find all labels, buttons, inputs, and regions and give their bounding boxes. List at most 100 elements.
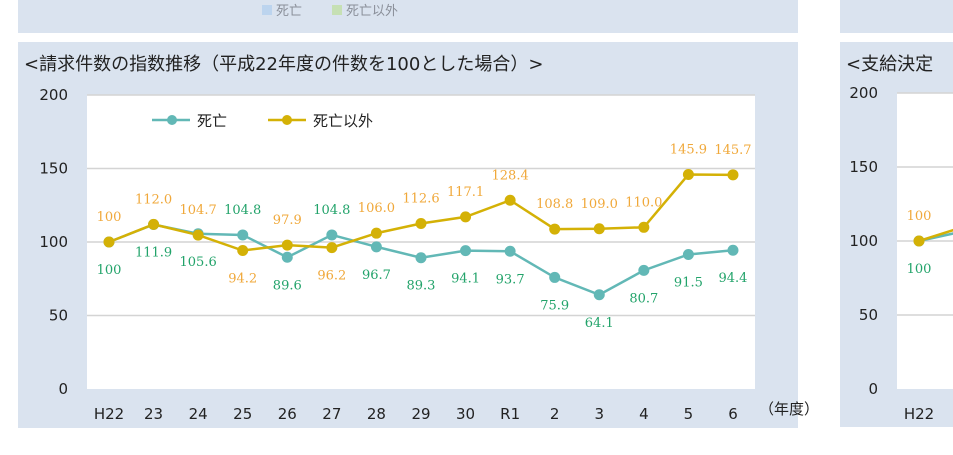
data-label: 93.7: [496, 272, 525, 287]
data-point: [913, 235, 925, 247]
data-point: [237, 245, 249, 257]
x-tick-label: 26: [278, 405, 297, 423]
y-tick-label: 100: [39, 233, 68, 251]
data-label: 112.0: [135, 192, 172, 207]
data-point: [281, 239, 293, 251]
data-point: [192, 229, 204, 241]
data-label: 64.1: [585, 316, 614, 331]
x-tick-label: 28: [367, 405, 386, 423]
data-label: 145.7: [714, 143, 751, 158]
data-label: 109.0: [581, 197, 618, 212]
data-point: [727, 244, 739, 256]
x-tick-label: H22: [94, 405, 124, 423]
data-point: [326, 242, 338, 254]
data-label: 104.8: [313, 203, 350, 218]
data-point: [727, 169, 739, 181]
y-tick-label: 200: [849, 84, 878, 102]
x-tick-label: 6: [728, 405, 738, 423]
data-label: 106.0: [358, 201, 395, 216]
series-line: [918, 228, 953, 243]
data-label: 145.9: [670, 143, 707, 158]
x-tick-label: 23: [144, 405, 163, 423]
data-label: 111.9: [135, 246, 172, 261]
data-label: 94.4: [719, 271, 748, 286]
data-point: [504, 245, 516, 257]
data-point: [682, 248, 694, 260]
data-label: 89.6: [273, 278, 302, 293]
legend-label: 死亡: [276, 4, 303, 19]
data-label: 100: [907, 209, 932, 224]
legend-swatch: [332, 4, 342, 15]
x-tick-label: 29: [411, 405, 430, 423]
data-label: 97.9: [273, 213, 302, 228]
x-tick-label: 5: [684, 405, 694, 423]
legend-label: 死亡: [197, 112, 227, 130]
x-axis-label: （年度）: [759, 400, 819, 418]
data-label: 112.6: [402, 191, 439, 206]
data-point: [460, 245, 472, 257]
data-point: [549, 223, 561, 235]
x-tick-label: 2: [550, 405, 560, 423]
x-tick-label: H22: [904, 405, 934, 423]
data-label: 80.7: [629, 291, 658, 306]
top-right-panel: [840, 0, 953, 33]
data-point: [281, 251, 293, 263]
data-point: [415, 217, 427, 229]
x-tick-label: 3: [594, 405, 604, 423]
data-point: [370, 241, 382, 253]
top-legend-item: 死亡: [262, 0, 302, 19]
data-label: 96.7: [362, 268, 391, 283]
data-label: 105.6: [180, 255, 217, 270]
y-tick-label: 150: [39, 160, 68, 178]
x-tick-label: 24: [189, 405, 208, 423]
data-label: 104.8: [224, 203, 261, 218]
x-tick-label: R1: [500, 405, 520, 423]
y-tick-label: 0: [58, 380, 68, 398]
data-label: 104.7: [180, 203, 217, 218]
legend-marker: [282, 115, 292, 125]
data-point: [103, 236, 115, 248]
data-point: [415, 252, 427, 264]
legend-swatch: [262, 4, 272, 15]
top-left-panel: [18, 0, 798, 33]
y-tick-label: 50: [49, 307, 68, 325]
data-label: 75.9: [540, 298, 569, 313]
data-label: 96.2: [317, 269, 346, 284]
y-tick-label: 150: [849, 158, 878, 176]
data-label: 94.1: [451, 272, 480, 287]
data-point: [370, 227, 382, 239]
data-point: [638, 221, 650, 233]
x-tick-label: 30: [456, 405, 475, 423]
legend-label: 死亡以外: [313, 112, 373, 130]
y-tick-label: 50: [859, 306, 878, 324]
data-point: [638, 264, 650, 276]
data-label: 89.3: [407, 279, 436, 294]
data-label: 94.2: [228, 272, 257, 287]
x-tick-label: 27: [322, 405, 341, 423]
data-point: [593, 223, 605, 235]
data-point: [460, 211, 472, 223]
data-label: 100: [907, 262, 932, 277]
chart-title: <請求件数の指数推移（平成22年度の件数を100とした場合）>: [24, 54, 544, 75]
data-label: 100: [97, 263, 122, 278]
data-point: [549, 271, 561, 283]
top-legend-item: 死亡以外: [332, 0, 398, 19]
chart-title-2: <支給決定: [846, 54, 934, 75]
data-label: 108.8: [536, 197, 573, 212]
data-point: [148, 218, 160, 230]
legend-marker: [167, 115, 177, 125]
x-tick-label: 4: [639, 405, 649, 423]
data-label: 128.4: [492, 168, 529, 183]
data-point: [237, 229, 249, 241]
y-tick-label: 0: [868, 380, 878, 398]
legend-label: 死亡以外: [346, 4, 399, 19]
data-label: 91.5: [674, 275, 703, 290]
y-tick-label: 200: [39, 86, 68, 104]
data-point: [326, 229, 338, 241]
y-tick-label: 100: [849, 232, 878, 250]
data-point: [682, 169, 694, 181]
data-point: [593, 289, 605, 301]
data-point: [504, 194, 516, 206]
data-label: 100: [97, 210, 122, 225]
